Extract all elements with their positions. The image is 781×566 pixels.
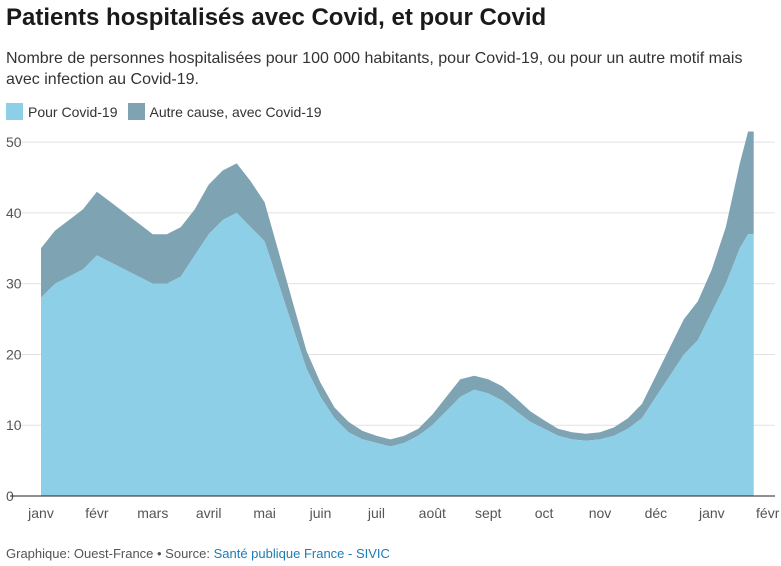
legend-swatch-autre-cause	[127, 103, 145, 120]
x-tick-label: juil	[367, 505, 385, 521]
legend-item-autre-cause: Autre cause, avec Covid-19	[127, 103, 322, 120]
chart-title: Patients hospitalisés avec Covid, et pou…	[6, 4, 547, 31]
x-tick-label: janv	[698, 505, 725, 521]
x-tick-label: janv	[27, 505, 54, 521]
legend-label-autre-cause: Autre cause, avec Covid-19	[149, 103, 322, 120]
y-tick-label: 30	[6, 276, 22, 292]
x-tick-label: sept	[475, 505, 502, 521]
x-tick-label: juin	[309, 505, 332, 521]
series-area-autre-cause	[41, 131, 754, 447]
x-tick-label: mai	[253, 505, 276, 521]
legend-label-pour-covid: Pour Covid-19	[28, 103, 118, 120]
footer-credit: Graphique: Ouest-France • Source:	[6, 546, 214, 561]
y-tick-label: 40	[6, 205, 22, 221]
x-tick-label: févr	[85, 505, 109, 521]
y-tick-label: 20	[6, 346, 22, 362]
series-area-pour-covid	[41, 212, 754, 496]
x-tick-label: févr	[756, 505, 780, 521]
area-layer	[41, 131, 754, 496]
x-tick-label: déc	[645, 505, 668, 521]
x-tick-label: mars	[137, 505, 168, 521]
y-tick-label: 50	[6, 134, 22, 150]
legend-item-pour-covid: Pour Covid-19	[6, 103, 118, 120]
x-tick-label: oct	[535, 505, 554, 521]
legend-swatch-pour-covid	[6, 103, 23, 120]
x-tick-label: avril	[196, 505, 222, 521]
x-tick-label: nov	[589, 505, 612, 521]
x-tick-label: août	[419, 505, 446, 521]
source-link[interactable]: Santé publique France - SIVIC	[213, 546, 390, 561]
chart-subtitle: Nombre de personnes hospitalisées pour 1…	[6, 50, 743, 88]
legend: Pour Covid-19 Autre cause, avec Covid-19	[6, 103, 331, 120]
footer: Graphique: Ouest-France • Source: Santé …	[6, 546, 390, 561]
y-tick-label: 10	[6, 417, 22, 433]
